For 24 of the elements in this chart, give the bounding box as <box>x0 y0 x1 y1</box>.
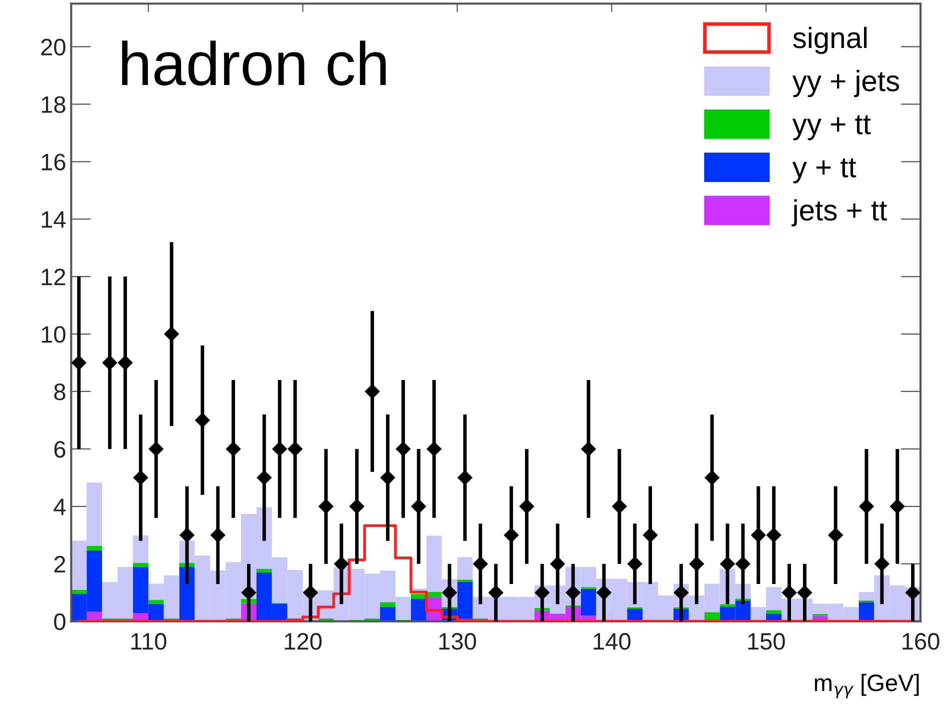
x-axis-title: m$_{γγ}$ [GeV] <box>814 674 919 698</box>
x-tick-label: 160 <box>902 633 940 650</box>
y-tick-label: 12 <box>42 268 66 286</box>
y-tick-label: 8 <box>54 384 66 400</box>
legend-label: y + tt <box>792 158 856 184</box>
y-tick-label: 16 <box>42 154 66 170</box>
x-tick-label: 140 <box>594 633 630 650</box>
x-tick-label: 120 <box>284 633 322 650</box>
y-tick-label: 14 <box>42 211 66 228</box>
legend-label: yy + jets <box>792 70 900 98</box>
x-tick-label: 150 <box>748 633 785 650</box>
x-tick-label: 130 <box>439 633 476 650</box>
legend-label: yy + tt <box>792 115 871 140</box>
y-tick-label: 20 <box>41 38 66 56</box>
y-tick-label: 0 <box>54 613 66 630</box>
legend-label: jets + tt <box>792 199 887 226</box>
y-tick-label: 6 <box>54 441 66 458</box>
x-tick-label: 110 <box>131 633 166 650</box>
y-tick-label: 10 <box>42 326 66 343</box>
y-tick-label: 2 <box>54 556 66 572</box>
y-tick-label: 18 <box>42 96 66 113</box>
y-tick-label: 4 <box>54 498 66 515</box>
legend-label: signal <box>793 26 867 54</box>
annotation: hadron ch <box>122 40 386 86</box>
